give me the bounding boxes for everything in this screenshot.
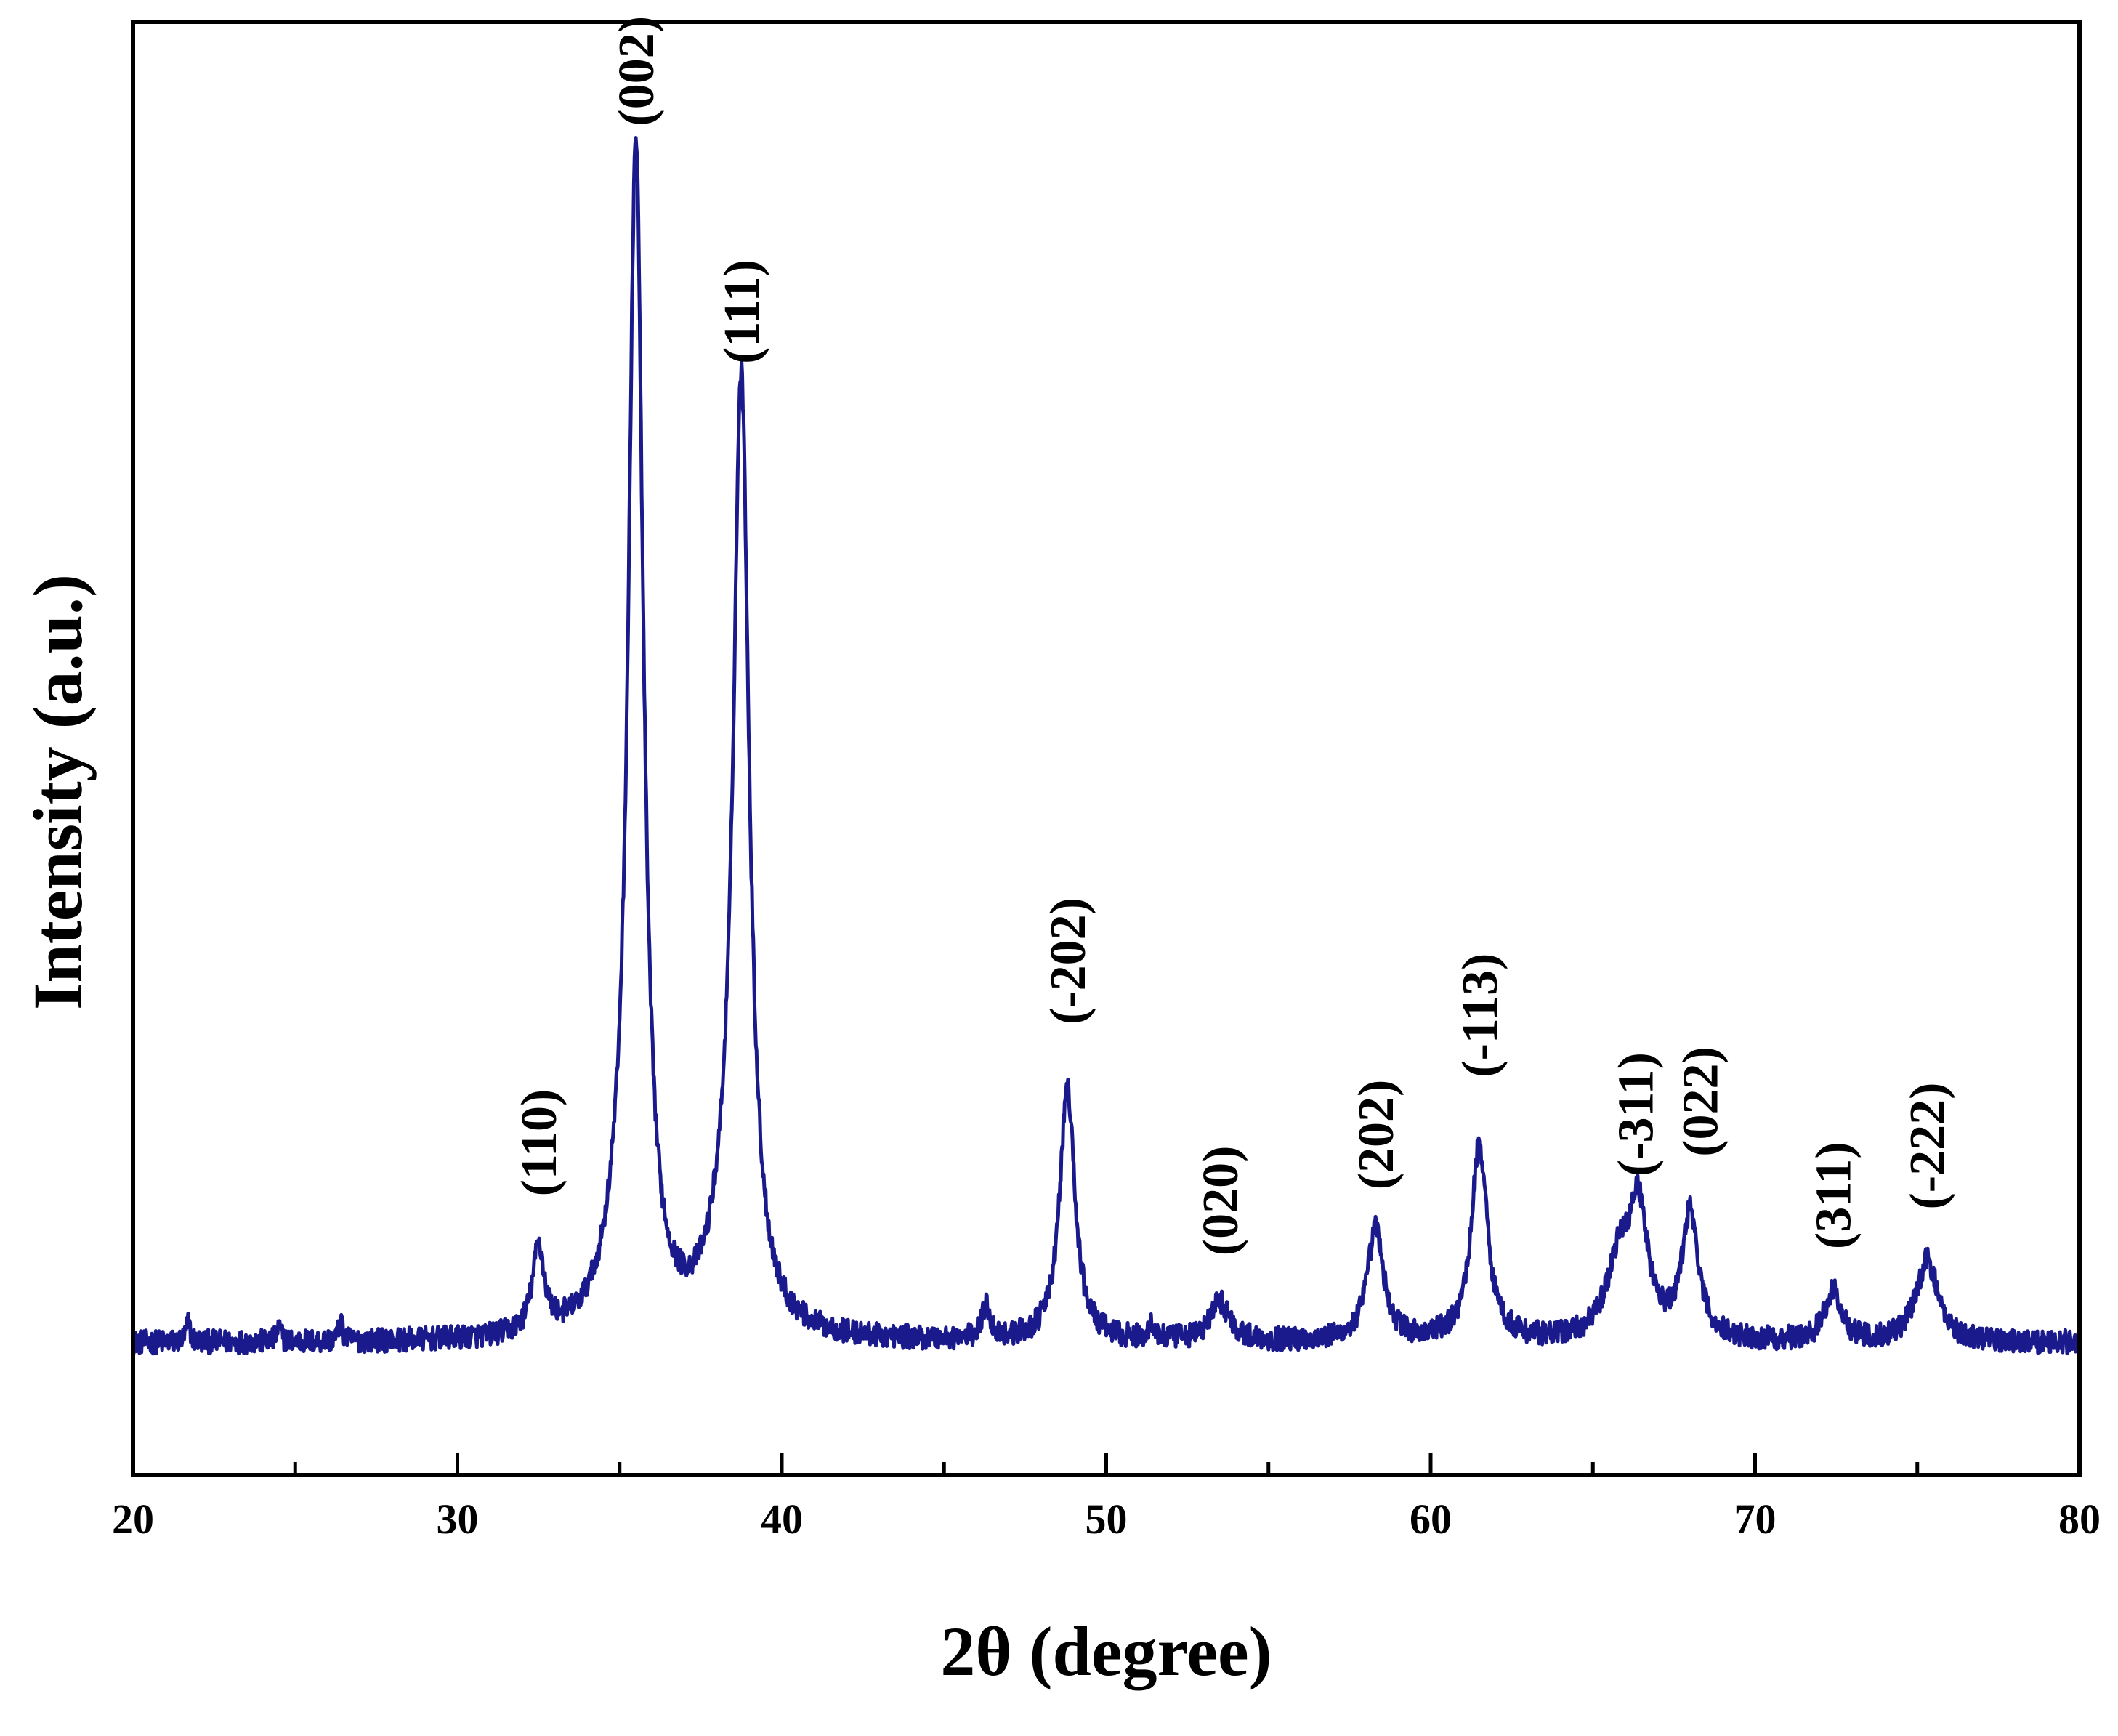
y-axis-title: Intensity (a.u.) [19,574,97,1010]
peak-label: (002) [609,16,665,126]
x-tick-label: 50 [1086,1495,1128,1543]
peak-label: (022) [1673,1046,1729,1157]
peak-label: (110) [512,1089,567,1197]
x-tick-label: 40 [761,1495,803,1543]
x-tick-label: 70 [1734,1495,1777,1543]
peak-label: (111) [714,259,770,364]
peak-label: (020) [1193,1146,1249,1256]
xrd-pattern-line [132,136,2082,1356]
peak-label: (202) [1349,1080,1404,1190]
plot-frame [131,20,2082,1477]
peak-label: (-222) [1900,1083,1956,1210]
x-tick-label: 60 [1410,1495,1452,1543]
x-tick-label: 20 [112,1495,154,1543]
peak-annotations: (110) (002) (111) (-202) (020) (202) (-113) (-3… [512,16,1956,1256]
x-axis-title: 2θ (degree) [940,1612,1272,1690]
x-tick-label: 30 [437,1495,479,1543]
x-axis-tick-labels: 20 30 40 50 60 70 80 [112,1495,2101,1543]
peak-label: (-311) [1608,1052,1664,1176]
peak-label: (-113) [1452,953,1508,1078]
x-axis-ticks [131,1453,2082,1475]
peak-label: (-202) [1040,897,1096,1025]
peak-label: (311) [1806,1142,1862,1249]
x-tick-label: 80 [2058,1495,2101,1543]
